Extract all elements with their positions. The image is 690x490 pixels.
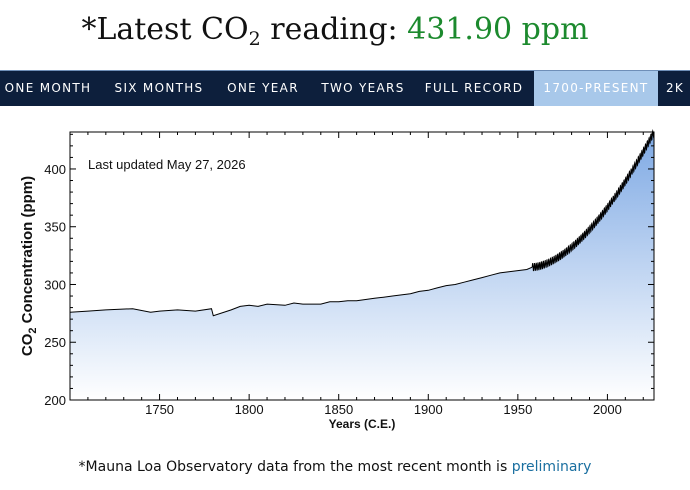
tab-one-year[interactable]: ONE YEAR xyxy=(227,81,299,95)
footnote: *Mauna Loa Observatory data from the mos… xyxy=(0,459,670,475)
tab-two-years[interactable]: TWO YEARS xyxy=(321,81,405,95)
last-updated-annotation: Last updated May 27, 2026 xyxy=(88,157,246,172)
y-axis-title-sub: 2 xyxy=(27,328,39,334)
co2-chart: 1750 1800 1850 1900 1950 2000200250300350400 … xyxy=(19,129,655,431)
tab-six-months[interactable]: SIX MONTHS xyxy=(114,81,204,95)
tab-2k[interactable]: 2K xyxy=(666,81,685,95)
co2-modern-seasonal-line xyxy=(531,129,655,272)
y-axis-title: CO2 Concentration (ppm) xyxy=(19,176,39,356)
x-tick-label: 2000 xyxy=(593,402,622,417)
preliminary-link[interactable]: preliminary xyxy=(511,459,592,475)
latest-reading-value: 431.90 ppm xyxy=(407,12,589,47)
y-axis-title-rest: Concentration (ppm) xyxy=(19,176,36,328)
x-tick-label: 1900 xyxy=(414,402,443,417)
headline-prefix: *Latest CO xyxy=(81,12,249,47)
headline-subscript: 2 xyxy=(248,28,261,50)
y-tick-label: 200 xyxy=(44,393,66,408)
y-axis-title-main: CO xyxy=(19,333,36,356)
y-tick-label: 300 xyxy=(44,277,66,292)
x-axis-title: Years (C.E.) xyxy=(329,417,396,431)
x-tick-label: 1850 xyxy=(324,402,353,417)
y-tick-label: 250 xyxy=(44,335,66,350)
plot-frame xyxy=(69,131,655,401)
time-range-nav: ONE MONTH SIX MONTHS ONE YEAR TWO YEARS … xyxy=(0,70,690,106)
y-tick-label: 400 xyxy=(44,162,66,177)
latest-reading-headline: *Latest CO2 reading: 431.90 ppm xyxy=(0,12,670,50)
tab-1700-present[interactable]: 1700-PRESENT xyxy=(534,71,658,106)
x-tick-label: 1750 xyxy=(145,402,174,417)
y-tick-label: 350 xyxy=(44,220,66,235)
tab-one-month[interactable]: ONE MONTH xyxy=(4,81,92,95)
headline-middle: reading: xyxy=(260,12,408,47)
tab-full-record[interactable]: FULL RECORD xyxy=(424,81,524,95)
footnote-text: *Mauna Loa Observatory data from the mos… xyxy=(78,459,512,475)
axis-ticks: 1750 1800 1850 1900 1950 2000 200 250 300 350 400 xyxy=(44,132,654,417)
co2-series-line xyxy=(69,266,533,317)
x-tick-label: 1800 xyxy=(235,402,264,417)
x-tick-label: 1950 xyxy=(503,402,532,417)
co2-area-fill xyxy=(70,132,654,400)
